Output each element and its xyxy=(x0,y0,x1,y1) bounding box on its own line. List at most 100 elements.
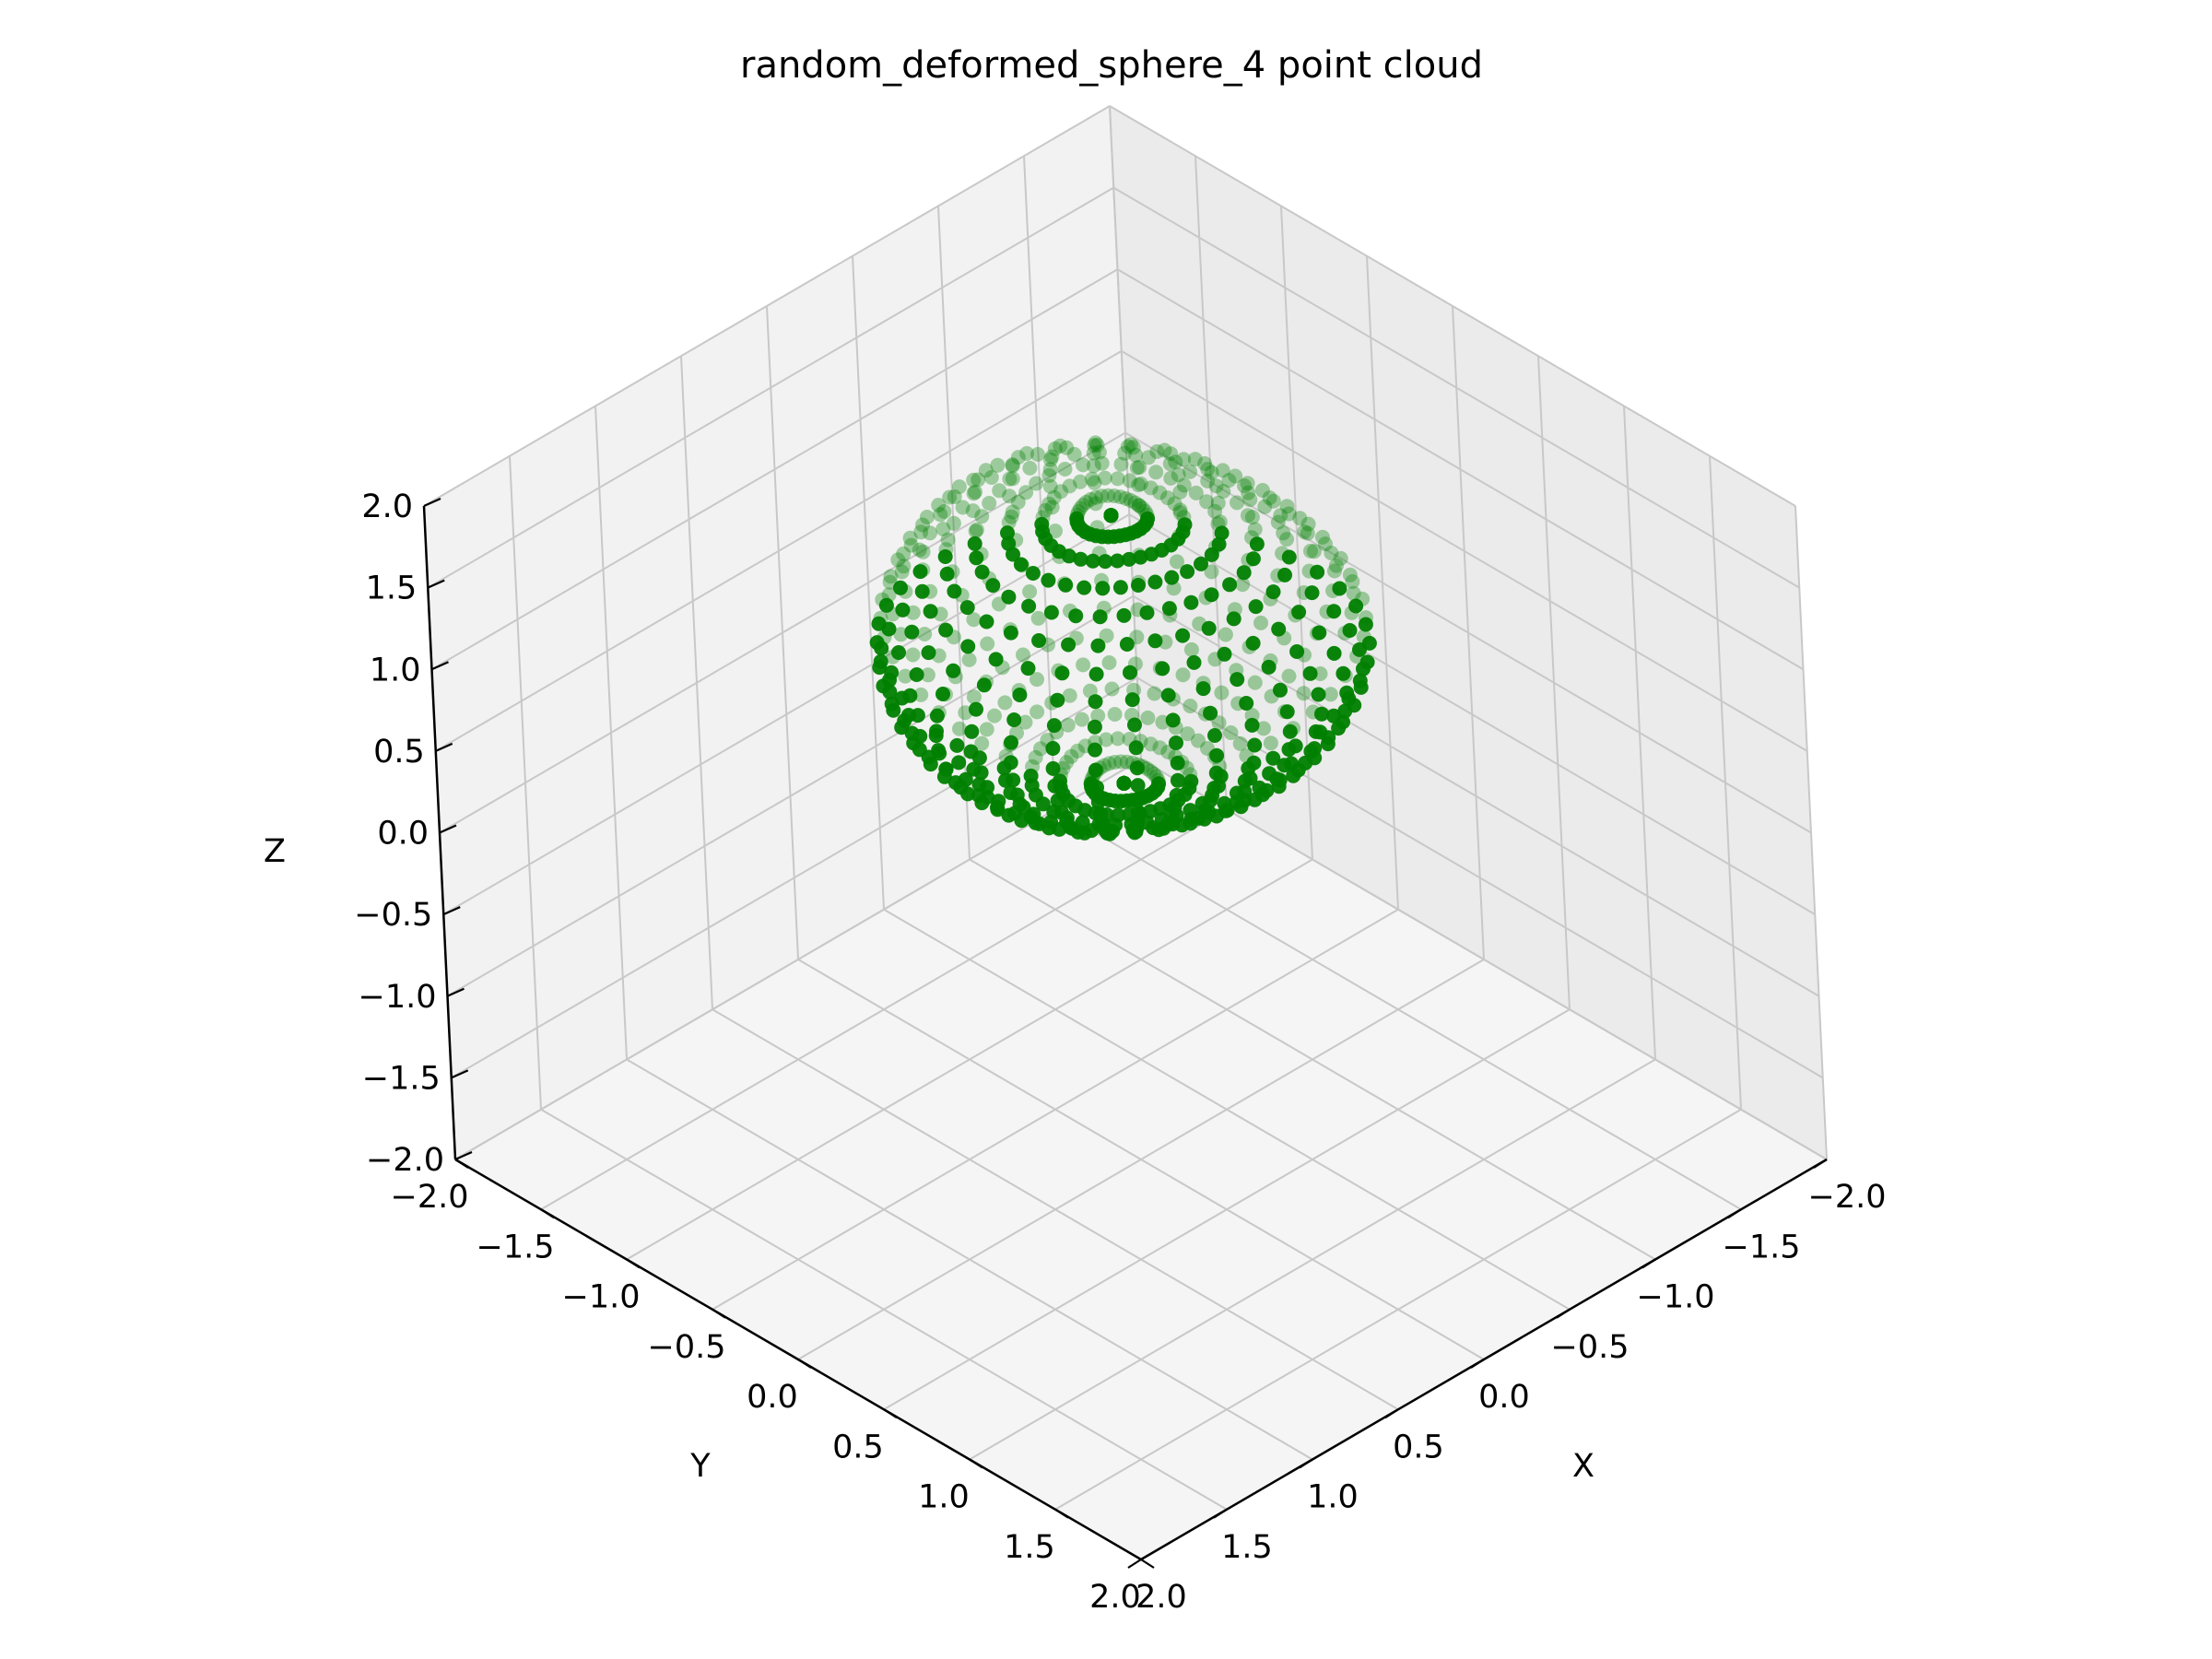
data-point xyxy=(1030,447,1045,462)
data-point xyxy=(1159,490,1175,506)
data-point xyxy=(1095,581,1111,596)
data-point xyxy=(1103,508,1119,524)
data-point xyxy=(1203,705,1218,721)
data-point xyxy=(1214,685,1230,700)
data-point xyxy=(1222,577,1238,593)
x-tick-mark xyxy=(1127,1559,1142,1569)
data-point xyxy=(1208,478,1224,494)
data-point xyxy=(1103,508,1119,524)
data-point xyxy=(1279,532,1295,547)
data-point xyxy=(1048,524,1063,539)
data-point xyxy=(1103,508,1119,524)
data-point xyxy=(1061,637,1077,653)
data-point xyxy=(1057,462,1073,477)
data-point xyxy=(1237,478,1253,494)
data-point xyxy=(1004,509,1019,524)
data-point xyxy=(1116,775,1132,791)
x-tick-mark xyxy=(1727,1208,1742,1219)
data-point xyxy=(1157,442,1172,458)
data-point xyxy=(1030,610,1046,626)
data-point xyxy=(1131,477,1147,493)
data-point xyxy=(1256,721,1271,736)
grid-line xyxy=(439,431,1126,834)
z-tick-label: 0.5 xyxy=(373,734,425,771)
grid-line xyxy=(712,1008,1399,1411)
grid-line xyxy=(1124,431,1812,834)
data-point xyxy=(1030,672,1044,688)
data-point xyxy=(1064,748,1079,764)
data-point xyxy=(969,522,984,537)
data-point xyxy=(1324,546,1339,560)
data-point xyxy=(937,549,953,564)
data-point xyxy=(1292,511,1308,526)
z-tick-label: 2.0 xyxy=(361,488,413,525)
data-point xyxy=(1143,763,1159,779)
data-point xyxy=(971,472,986,488)
data-point xyxy=(1002,471,1018,487)
data-point xyxy=(968,484,982,500)
grid-line xyxy=(1054,1108,1742,1511)
data-point xyxy=(1119,637,1135,652)
data-point xyxy=(904,624,920,640)
data-point xyxy=(929,708,945,724)
data-point xyxy=(1123,665,1137,680)
data-point xyxy=(1170,772,1185,788)
data-point xyxy=(1059,755,1075,771)
data-point xyxy=(1345,574,1360,589)
data-point xyxy=(1045,741,1061,756)
data-point xyxy=(1050,692,1065,708)
data-point xyxy=(1103,508,1119,524)
data-point xyxy=(920,667,935,683)
data-point xyxy=(1273,508,1288,524)
x-tick-label: 1.5 xyxy=(1221,1529,1273,1566)
data-point xyxy=(881,621,897,637)
grid-line xyxy=(1537,356,1571,1010)
data-point xyxy=(1163,446,1179,462)
data-point xyxy=(1062,688,1077,703)
data-point xyxy=(1180,726,1195,742)
data-point xyxy=(1066,446,1082,462)
data-point xyxy=(966,486,982,501)
data-point xyxy=(1300,525,1315,541)
data-point xyxy=(914,583,930,599)
data-point xyxy=(1210,495,1226,511)
data-point xyxy=(1271,621,1287,637)
data-point xyxy=(1207,728,1222,743)
data-point xyxy=(1022,584,1038,599)
data-point xyxy=(959,600,975,616)
data-point xyxy=(1002,488,1018,504)
x-tick-label: 1.0 xyxy=(1307,1479,1359,1516)
data-point xyxy=(1124,692,1140,708)
z-tick-label: 1.0 xyxy=(370,652,421,688)
data-point xyxy=(1245,551,1261,567)
z-tick-mark xyxy=(442,906,461,916)
data-point xyxy=(947,583,962,599)
data-point xyxy=(884,665,900,680)
data-point xyxy=(1346,585,1361,601)
data-point xyxy=(891,645,906,660)
grid-line xyxy=(594,406,628,1060)
data-point xyxy=(1337,703,1353,719)
data-point xyxy=(1103,508,1119,524)
data-point xyxy=(1339,685,1355,700)
data-point xyxy=(1239,696,1254,711)
data-point xyxy=(1033,741,1048,757)
data-point xyxy=(1143,480,1159,496)
data-point xyxy=(1149,444,1165,459)
data-point xyxy=(1242,492,1258,508)
data-point xyxy=(1092,609,1108,625)
grid-line xyxy=(427,186,1114,589)
data-point xyxy=(904,725,920,741)
data-point xyxy=(1127,495,1143,511)
data-point xyxy=(1298,755,1313,771)
x-tick-label: 0.0 xyxy=(1478,1379,1530,1416)
data-point xyxy=(1047,441,1063,456)
data-point xyxy=(966,472,982,488)
data-point xyxy=(935,687,950,701)
data-point xyxy=(1041,467,1057,483)
data-point xyxy=(1005,457,1020,473)
y-tick-label: 0.0 xyxy=(747,1379,798,1416)
data-point xyxy=(1016,799,1031,815)
data-point xyxy=(1168,454,1183,470)
